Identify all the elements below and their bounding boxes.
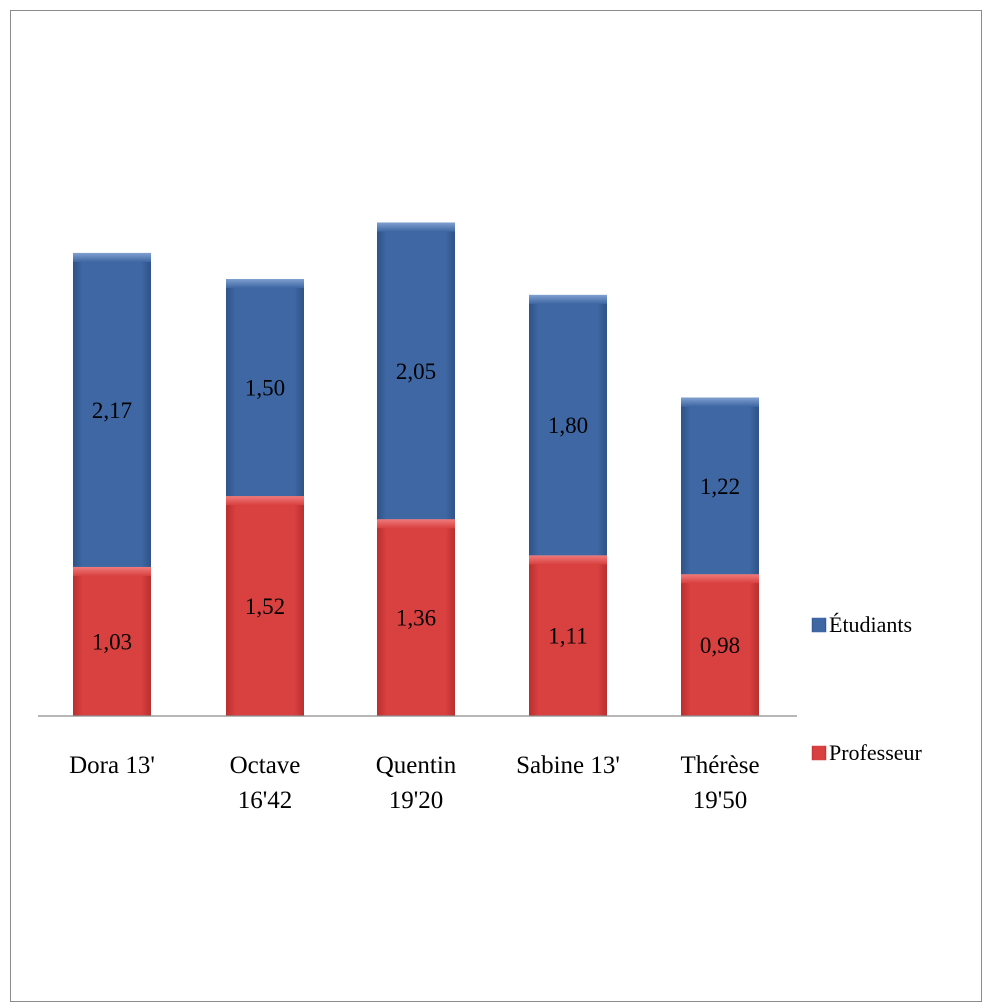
data-label-professeur: 1,03 [92,629,132,654]
bar-segment-bevel-etudiants [377,222,455,232]
legend: Étudiants Professeur [811,612,923,765]
labels-layer: 1,03 2,17 1,52 1,50 1,36 2,05 1,11 1,80 0,98 1,22 [92,359,740,658]
bar-segment-bevel-etudiants [529,294,607,304]
data-label-etudiants: 2,05 [396,359,436,384]
data-label-professeur: 1,11 [548,624,587,649]
bar-segment-etudiants [377,222,455,520]
bar-segment-bevel-etudiants [73,252,151,262]
category-label: 19'20 [389,787,444,814]
bar-segment-etudiants [529,294,607,556]
legend-label-etudiants: Étudiants [829,612,912,637]
bar-segment-professeur [73,566,151,716]
bar-segment-bevel-professeur [377,519,455,529]
data-label-professeur: 1,36 [396,606,436,631]
data-label-etudiants: 1,50 [245,376,285,401]
bar-segment-bevel-professeur [73,566,151,576]
category-labels: Dora 13' Octave 16'42 Quentin 19'20 Sabine 13… [69,752,759,814]
bar-segment-bevel-etudiants [681,397,759,407]
data-label-professeur: 1,52 [245,594,285,619]
data-label-etudiants: 1,80 [548,413,588,438]
category-label: Sabine 13' [516,752,620,779]
bar-segment-etudiants [73,252,151,567]
bar-segment-etudiants [681,397,759,575]
legend-label-professeur: Professeur [829,740,923,765]
category-label: Quentin [376,752,457,779]
bar-segment-etudiants [226,279,304,497]
bar-segment-professeur [681,574,759,716]
bar-segment-professeur [377,519,455,716]
chart-frame [10,10,982,1002]
bars-layer [73,222,759,716]
category-label: 16'42 [238,787,293,814]
category-label: Thérèse [680,752,759,779]
bar-segment-bevel-professeur [226,496,304,506]
legend-swatch-professeur [811,745,827,761]
data-label-etudiants: 2,17 [92,398,132,423]
category-label: Dora 13' [69,752,155,779]
bar-segment-bevel-professeur [681,574,759,584]
data-label-etudiants: 1,22 [700,474,740,499]
data-label-professeur: 0,98 [700,633,740,658]
bar-segment-bevel-etudiants [226,279,304,289]
legend-swatch-etudiants [811,617,827,633]
category-label: 19'50 [693,787,748,814]
bar-segment-professeur [226,496,304,716]
bar-segment-bevel-professeur [529,555,607,565]
bar-segment-professeur [529,555,607,716]
category-label: Octave [230,752,301,779]
